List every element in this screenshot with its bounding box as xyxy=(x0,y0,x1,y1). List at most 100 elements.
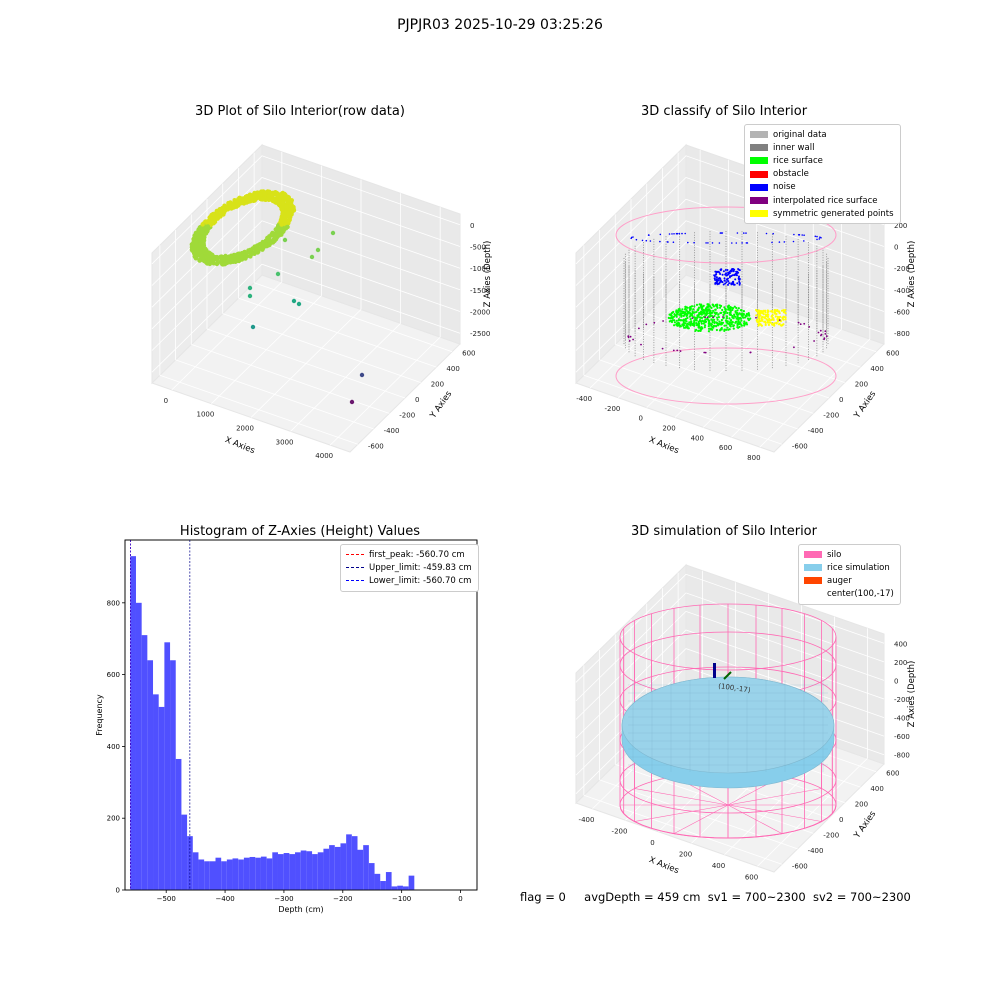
symmetric-point xyxy=(764,323,767,326)
grid-line xyxy=(662,297,861,368)
rice-surface-point xyxy=(697,314,700,317)
legend-swatch xyxy=(750,170,768,178)
rice-surface-point xyxy=(719,306,722,309)
rice-surface-point xyxy=(698,324,701,328)
rice-surface-point xyxy=(672,310,675,314)
y-tick-label: 200 xyxy=(431,381,444,389)
plot2-title: 3D classify of Silo Interior xyxy=(640,104,808,119)
legend-label: Lower_limit: -560.70 cm xyxy=(369,575,472,586)
grid-line xyxy=(599,359,798,430)
rice-surface-point xyxy=(700,303,703,306)
rice-surface-point xyxy=(742,310,746,313)
legend-swatch xyxy=(750,210,768,218)
rice-surface-point xyxy=(696,323,700,326)
histogram-bar xyxy=(408,875,415,890)
rice-surface-point xyxy=(721,321,725,324)
rice-surface-point xyxy=(695,322,698,325)
data-point xyxy=(191,236,196,242)
legend-item: rice surface xyxy=(750,154,894,167)
rice-surface-point xyxy=(726,311,729,315)
rice-surface-point xyxy=(722,311,725,314)
rice-surface-point xyxy=(693,323,696,326)
data-point xyxy=(197,258,202,263)
legend-item: interpolated rice surface xyxy=(750,194,894,207)
legend-swatch xyxy=(804,577,822,585)
z-tick-label: -1500 xyxy=(470,287,490,295)
y-tick-label: 800 xyxy=(107,599,120,607)
data-point xyxy=(201,232,207,237)
symmetric-point xyxy=(766,311,769,314)
histogram-bar xyxy=(380,881,386,890)
data-point xyxy=(205,224,211,229)
rice-surface-point xyxy=(704,324,707,327)
data-point xyxy=(283,193,289,199)
histogram-bar xyxy=(374,873,381,890)
data-point xyxy=(226,200,231,206)
legend-label: rice simulation xyxy=(827,562,890,573)
histogram-bar xyxy=(266,858,273,890)
rice-surface-point xyxy=(723,306,726,309)
rice-surface-point xyxy=(710,306,713,309)
legend-label: original data xyxy=(773,129,827,140)
histogram-bar xyxy=(363,845,369,890)
data-point xyxy=(217,207,222,212)
rice-surface-point xyxy=(737,320,740,324)
rice-surface-point xyxy=(702,322,705,325)
rice-surface-point xyxy=(698,319,702,322)
rice-surface-point xyxy=(714,303,718,307)
rice-surface-point xyxy=(690,313,693,316)
data-point xyxy=(222,262,227,267)
legend-label: symmetric generated points xyxy=(773,208,894,219)
legend-label: auger xyxy=(827,575,852,586)
histogram-bar xyxy=(130,556,136,890)
rice-surface-point xyxy=(713,314,716,318)
rice-surface-point xyxy=(731,316,734,319)
rice-surface-point xyxy=(725,317,728,320)
x-tick-label: 3000 xyxy=(276,438,294,446)
data-point xyxy=(228,258,234,263)
legend-label: obstacle xyxy=(773,169,809,180)
histogram-bar xyxy=(277,854,284,890)
grid-line xyxy=(575,242,885,351)
histogram-bar xyxy=(357,849,364,890)
rice-surface-point xyxy=(730,306,733,309)
rice-surface-point xyxy=(717,316,721,319)
rice-surface-point xyxy=(682,310,685,313)
symmetric-point xyxy=(772,318,775,321)
rice-surface-point xyxy=(693,311,696,314)
rice-surface-point xyxy=(730,319,733,322)
y-tick-label: -400 xyxy=(808,427,824,435)
rice-surface-point xyxy=(676,310,679,313)
grid-line xyxy=(575,263,885,373)
data-point xyxy=(199,235,204,240)
legend-label: silo xyxy=(827,549,842,560)
rice-surface-point xyxy=(686,312,690,315)
data-point xyxy=(270,231,275,236)
sv1-text: sv1 = 700~2300 xyxy=(707,890,806,904)
data-point xyxy=(275,271,281,277)
rice-surface-point xyxy=(705,313,708,317)
rice-surface-point xyxy=(673,321,677,324)
y-tick-label: -600 xyxy=(792,442,808,450)
rice-surface-point xyxy=(729,313,732,316)
data-point xyxy=(315,247,321,253)
data-point xyxy=(275,194,281,199)
data-point xyxy=(288,203,293,208)
histogram-bar xyxy=(198,859,205,890)
histogram-bar xyxy=(397,885,403,890)
z-tick-label: 0 xyxy=(470,222,474,230)
histogram-bar xyxy=(192,852,199,890)
histogram-bar xyxy=(158,706,165,890)
rice-surface-point xyxy=(728,321,731,324)
data-point xyxy=(208,251,213,256)
rice-surface-point xyxy=(736,309,739,312)
rice-surface-point xyxy=(714,312,717,315)
rice-surface-point xyxy=(712,304,715,307)
data-point xyxy=(261,240,266,245)
histogram-bar xyxy=(391,886,398,890)
data-point xyxy=(232,256,237,261)
rice-surface-point xyxy=(725,315,729,318)
symmetric-point xyxy=(778,312,781,315)
rice-surface-point xyxy=(719,328,722,331)
x-tick-label: −300 xyxy=(274,895,293,903)
